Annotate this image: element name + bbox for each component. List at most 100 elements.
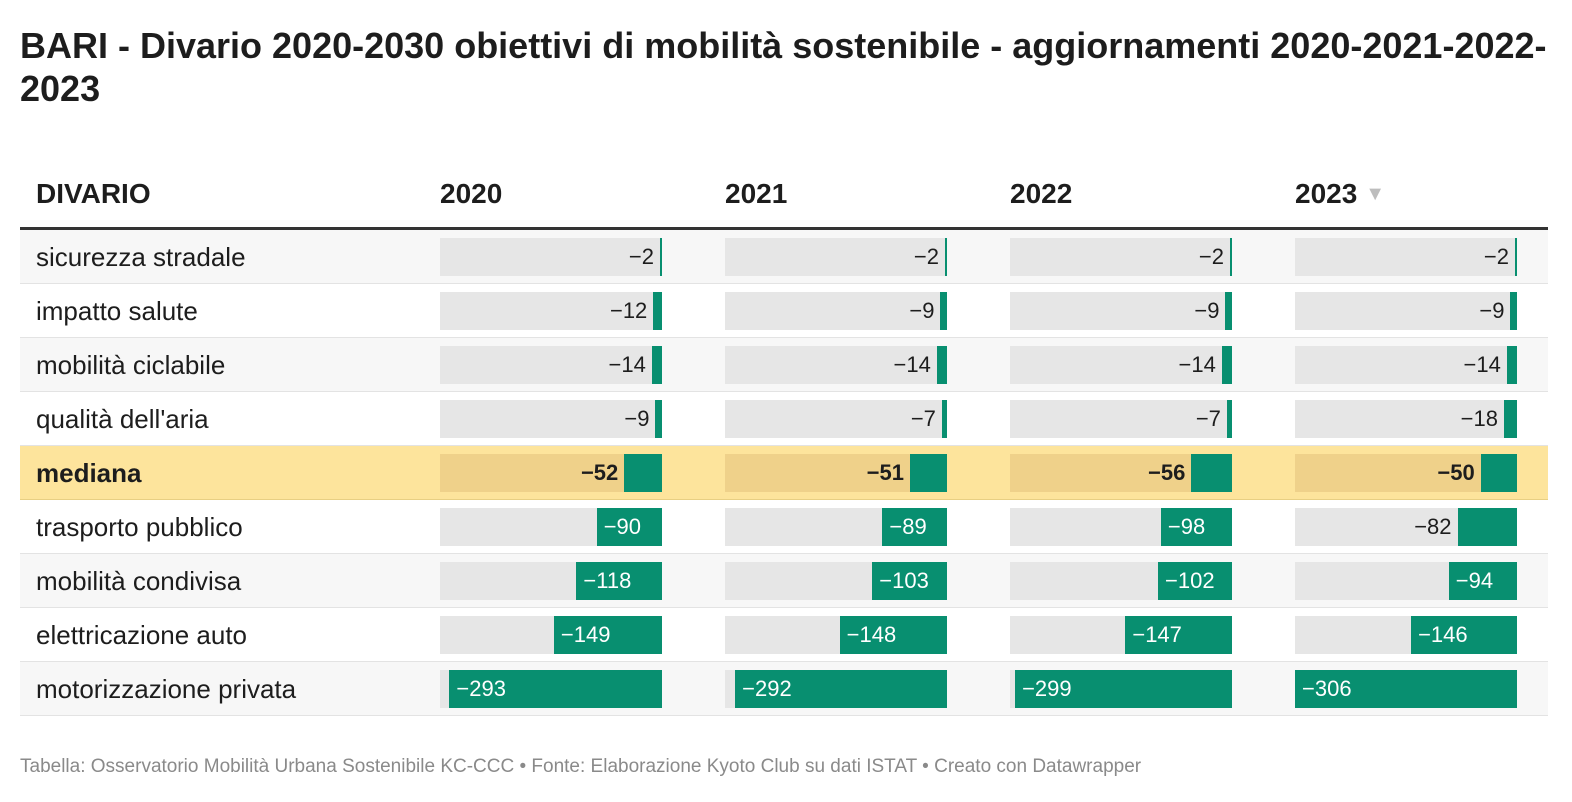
bar xyxy=(1480,454,1517,492)
bar-cell: −293 xyxy=(440,670,662,708)
bar-value-label: −12 xyxy=(609,298,648,323)
column-header-2023[interactable]: 2023 ▼ xyxy=(1295,178,1385,210)
table-row: trasporto pubblico −90 −89 −98 −82 xyxy=(20,500,1548,554)
bar-value-label: −90 xyxy=(603,514,642,539)
table-body: sicurezza stradale −2 −2 −2 −2 impatto salute… xyxy=(20,230,1548,716)
bar-cell: −14 xyxy=(725,346,947,384)
bar-cell: −14 xyxy=(1010,346,1232,384)
column-header-label: 2021 xyxy=(725,178,788,209)
bar-cell: −7 xyxy=(725,400,947,438)
bar-value-label: −9 xyxy=(1479,298,1505,323)
bar xyxy=(1125,616,1232,654)
bar xyxy=(1226,400,1232,438)
bar-value-label: −2 xyxy=(628,244,654,269)
bar-value-label: −299 xyxy=(1022,676,1072,701)
table-row-median: mediana −52 −51 −56 −50 xyxy=(20,446,1548,500)
bar-cell: −9 xyxy=(725,292,947,330)
bar-value-label: −149 xyxy=(560,622,611,647)
bar-cell: −90 xyxy=(440,508,662,546)
table-row: elettricazione auto −149 −148 −147 −146 xyxy=(20,608,1548,662)
row-label: mediana xyxy=(36,458,142,488)
bar-cell: −9 xyxy=(1010,292,1232,330)
bar-value-label: −9 xyxy=(1194,298,1220,323)
bar-cell: −149 xyxy=(440,616,662,654)
table-row: qualità dell'aria −9 −7 −7 −18 xyxy=(20,392,1548,446)
column-header-2021[interactable]: 2021 xyxy=(725,178,787,210)
table-row: mobilità condivisa −118 −103 −102 −94 xyxy=(20,554,1548,608)
row-label: sicurezza stradale xyxy=(36,242,246,272)
bar-value-label: −50 xyxy=(1437,460,1475,485)
bar xyxy=(596,508,662,546)
bar xyxy=(553,616,662,654)
bar-value-label: −18 xyxy=(1460,406,1498,431)
bar xyxy=(1158,562,1232,600)
bar-value-label: −147 xyxy=(1132,622,1182,647)
bar-cell: −94 xyxy=(1295,562,1517,600)
row-label: qualità dell'aria xyxy=(36,404,209,434)
data-table: DIVARIO 2020 2021 2022 2023 ▼ sicurezza … xyxy=(20,160,1548,716)
bar xyxy=(1191,454,1232,492)
bar-cell: −306 xyxy=(1295,670,1517,708)
bar xyxy=(910,454,947,492)
bar-value-label: −94 xyxy=(1455,568,1494,593)
row-label: mobilità ciclabile xyxy=(36,350,226,380)
row-label: elettricazione auto xyxy=(36,620,248,650)
bar-cell: −98 xyxy=(1010,508,1232,546)
row-label: trasporto pubblico xyxy=(36,512,243,542)
source-footer: Tabella: Osservatorio Mobilità Urbana So… xyxy=(20,756,1142,777)
bar xyxy=(1510,292,1517,330)
bar-cell: −2 xyxy=(1010,238,1232,276)
bar-cell: −292 xyxy=(725,670,947,708)
bar-value-label: −51 xyxy=(866,460,904,485)
bar-cell: −56 xyxy=(1010,454,1232,492)
bar xyxy=(624,454,662,492)
bar-cell: −89 xyxy=(725,508,947,546)
bar xyxy=(576,562,662,600)
bar xyxy=(1448,562,1517,600)
bar-cell: −82 xyxy=(1295,508,1517,546)
bar-value-label: −293 xyxy=(456,676,506,701)
bar-cell: −14 xyxy=(440,346,662,384)
bar-cell: −2 xyxy=(725,238,947,276)
bar-value-label: −2 xyxy=(1198,244,1224,269)
table-header: DIVARIO 2020 2021 2022 2023 ▼ xyxy=(20,160,1548,230)
bar-value-label: −14 xyxy=(1178,352,1216,377)
bar xyxy=(1230,238,1232,276)
bar-value-label: −14 xyxy=(608,352,646,377)
bar-value-label: −98 xyxy=(1167,514,1206,539)
row-label: motorizzazione privata xyxy=(36,674,297,704)
bar-cell: −147 xyxy=(1010,616,1232,654)
column-header-label: DIVARIO xyxy=(36,178,151,209)
bar xyxy=(1411,616,1517,654)
bar-cell: −7 xyxy=(1010,400,1232,438)
bar xyxy=(735,670,947,708)
bar-cell: −2 xyxy=(1295,238,1517,276)
bar-value-label: −306 xyxy=(1302,676,1352,701)
bar-value-label: −2 xyxy=(913,244,939,269)
row-label: impatto salute xyxy=(36,296,198,326)
table-row: impatto salute −12 −9 −9 −9 xyxy=(20,284,1548,338)
column-header-2022[interactable]: 2022 xyxy=(1010,178,1072,210)
bar xyxy=(1160,508,1232,546)
bar xyxy=(872,562,947,600)
bar xyxy=(839,616,947,654)
bar xyxy=(940,292,947,330)
bar-cell: −103 xyxy=(725,562,947,600)
table-row: motorizzazione privata −293 −292 −299 −306 xyxy=(20,662,1548,716)
bar xyxy=(936,346,947,384)
bar xyxy=(1506,346,1517,384)
column-header-2020[interactable]: 2020 xyxy=(440,178,502,210)
bar-value-label: −9 xyxy=(909,298,935,323)
bar-cell: −146 xyxy=(1295,616,1517,654)
bar-value-label: −89 xyxy=(889,514,927,539)
column-header-divario[interactable]: DIVARIO xyxy=(36,178,151,210)
bar-value-label: −9 xyxy=(624,406,650,431)
bar-cell: −52 xyxy=(440,454,662,492)
bar xyxy=(1503,400,1517,438)
bar-cell: −12 xyxy=(440,292,662,330)
bar-value-label: −7 xyxy=(1195,406,1221,431)
bar-cell: −18 xyxy=(1295,400,1517,438)
sort-descending-icon[interactable]: ▼ xyxy=(1365,182,1386,205)
bar xyxy=(660,238,662,276)
bar xyxy=(1457,508,1517,546)
